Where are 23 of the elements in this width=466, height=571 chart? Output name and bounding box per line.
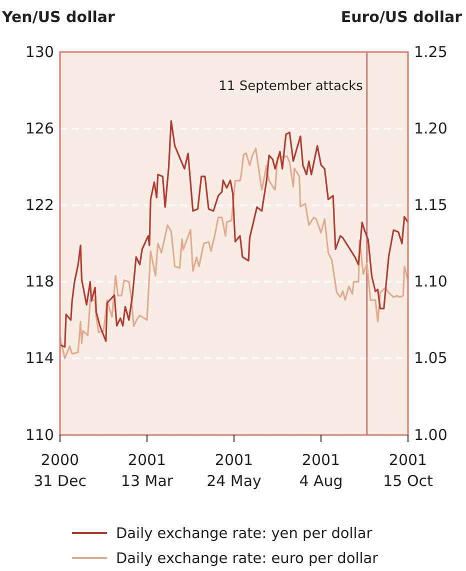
y2-tick-label: 1.25 bbox=[414, 42, 448, 61]
x-tick-label: 2000 31 Dec bbox=[34, 451, 86, 490]
y-tick-label: 126 bbox=[25, 119, 54, 138]
legend-label: Daily exchange rate: yen per dollar bbox=[116, 526, 372, 542]
y-tick-label: 118 bbox=[25, 272, 54, 291]
x-tick-label: 2001 13 Mar bbox=[120, 451, 174, 490]
x-tick-label: 2001 4 Aug bbox=[299, 451, 343, 490]
y2-tick-label: 1.15 bbox=[414, 196, 448, 214]
y2-tick-label: 1.05 bbox=[414, 349, 448, 368]
line-series bbox=[59, 148, 409, 360]
ref-line-label: 11 September attacks bbox=[218, 79, 364, 94]
y-tick-label: 114 bbox=[25, 349, 54, 368]
y-tick-label: 130 bbox=[25, 42, 54, 61]
y2-axis-title: Euro/US dollar bbox=[340, 8, 463, 26]
y2-tick-label: 1.00 bbox=[414, 426, 448, 444]
y2-tick-label: 1.10 bbox=[414, 272, 448, 291]
x-tick-label: 2001 24 May bbox=[206, 451, 262, 490]
x-tick-label: 2001 15 Oct bbox=[383, 451, 434, 490]
y-tick-label: 122 bbox=[25, 196, 54, 214]
y-tick-label: 110 bbox=[25, 426, 54, 444]
y2-tick-label: 1.20 bbox=[414, 119, 448, 138]
y-axis-title: Yen/US dollar bbox=[1, 8, 116, 26]
legend-label: Daily exchange rate: euro per dollar bbox=[116, 551, 378, 567]
